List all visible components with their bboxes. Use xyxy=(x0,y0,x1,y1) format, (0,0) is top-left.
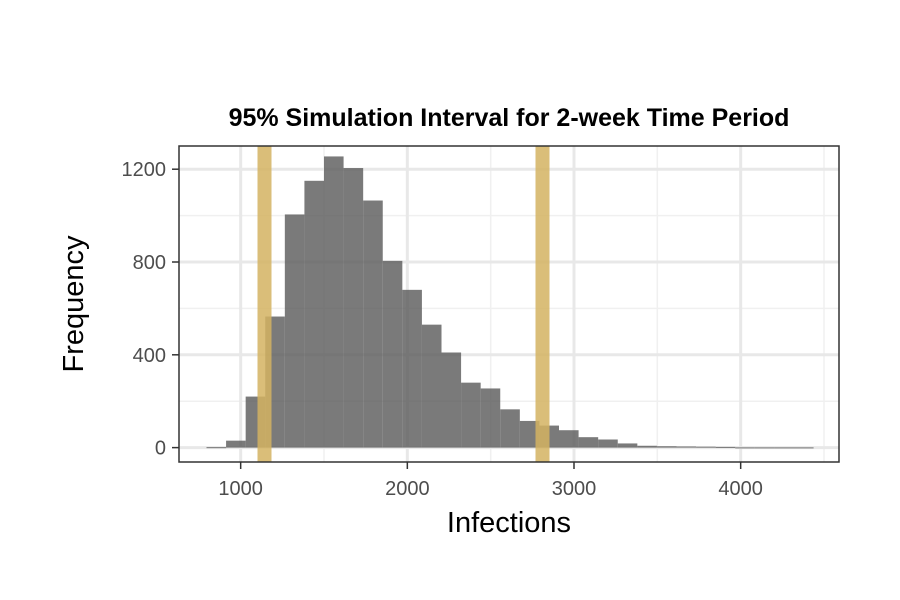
x-axis: 1000 2000 3000 4000 xyxy=(218,462,763,500)
histogram-bar-12 xyxy=(441,352,462,448)
histogram-bar-16 xyxy=(519,420,540,448)
histogram-bar-4 xyxy=(284,214,305,448)
y-axis-title: Frequency xyxy=(58,235,90,373)
histogram-bar-5 xyxy=(304,180,324,448)
histogram-bar-28 xyxy=(754,447,775,449)
y-tick-label-3: 1200 xyxy=(122,159,167,181)
histogram-bar-23 xyxy=(656,446,677,448)
chart-title: 95% Simulation Interval for 2-week Time … xyxy=(229,104,790,132)
histogram-bar-21 xyxy=(617,443,638,448)
y-tick-label-2: 800 xyxy=(133,252,166,274)
histogram-bar-19 xyxy=(578,437,599,448)
histogram-bar-8 xyxy=(363,200,383,448)
x-tick-label-3: 4000 xyxy=(718,478,763,500)
histogram-bar-11 xyxy=(421,324,442,448)
histogram-bar-10 xyxy=(402,289,422,448)
histogram-bar-22 xyxy=(637,445,657,448)
histogram-bar-13 xyxy=(461,382,481,448)
x-tick-label-0: 1000 xyxy=(218,478,263,500)
x-tick-label-1: 2000 xyxy=(385,478,430,500)
histogram-bar-1 xyxy=(226,440,246,448)
interval-lines xyxy=(257,146,550,462)
upper-interval-line xyxy=(535,146,550,462)
histogram-bar-26 xyxy=(715,446,736,448)
histogram-bar-14 xyxy=(480,388,501,448)
histogram-bar-0 xyxy=(206,447,227,449)
histogram-bar-7 xyxy=(343,168,364,448)
y-tick-label-1: 400 xyxy=(133,345,166,367)
bars xyxy=(206,156,814,449)
histogram-bar-27 xyxy=(735,447,755,449)
histogram-bar-24 xyxy=(676,446,697,448)
histogram-bar-30 xyxy=(794,447,814,449)
x-tick-label-2: 3000 xyxy=(552,478,597,500)
x-axis-title: Infections xyxy=(447,507,571,539)
panel-border xyxy=(178,145,840,463)
lower-interval-line xyxy=(257,146,272,462)
histogram-bar-25 xyxy=(696,446,716,448)
y-axis: 0 400 800 1200 xyxy=(122,159,179,460)
histogram-bar-18 xyxy=(559,430,579,448)
histogram-bar-15 xyxy=(500,409,520,448)
histogram-bar-9 xyxy=(382,260,403,448)
y-tick-label-0: 0 xyxy=(155,438,166,460)
histogram-bar-6 xyxy=(324,156,344,448)
histogram-bar-20 xyxy=(598,439,618,448)
histogram-bar-29 xyxy=(774,447,794,449)
